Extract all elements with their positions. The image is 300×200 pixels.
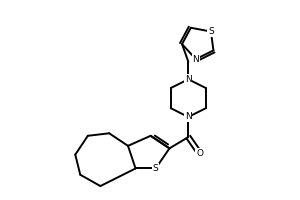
Text: N: N: [185, 112, 192, 121]
Text: N: N: [193, 55, 199, 64]
Text: N: N: [185, 75, 192, 84]
Text: S: S: [208, 27, 214, 36]
Text: S: S: [153, 164, 158, 173]
Text: O: O: [196, 149, 203, 158]
